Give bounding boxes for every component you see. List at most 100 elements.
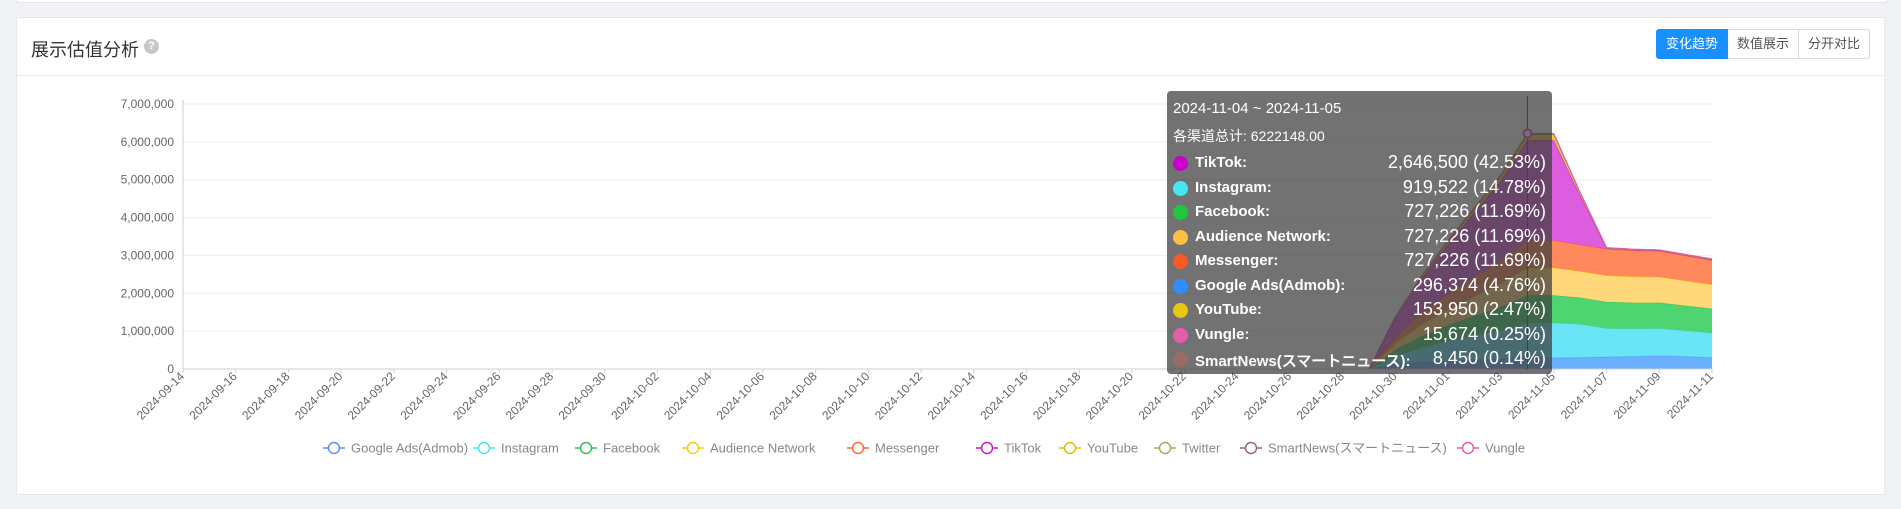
tooltip-row: Messenger: 727,226 (11.69%) bbox=[1173, 249, 1546, 274]
tooltip-row: Audience Network: 727,226 (11.69%) bbox=[1173, 225, 1546, 250]
tooltip-series-dot-icon bbox=[1173, 254, 1188, 269]
split-compare-button[interactable]: 分开对比 bbox=[1797, 29, 1870, 59]
legend-series-marker-icon[interactable] bbox=[579, 441, 593, 455]
legend-item-label[interactable]: Google Ads(Admob) bbox=[351, 441, 468, 456]
x-tick-label: 2024-10-18 bbox=[1030, 369, 1084, 423]
series-area-0 bbox=[183, 355, 1712, 369]
legend-series-marker-icon[interactable] bbox=[851, 441, 865, 455]
tooltip-series-value: 919,522 (14.78%) bbox=[1402, 176, 1546, 197]
tooltip-series-dot-icon bbox=[1173, 352, 1188, 367]
tooltip-series-dot-icon bbox=[1173, 180, 1188, 196]
tooltip-series-name: Google Ads(Admob): bbox=[1195, 276, 1346, 294]
x-tick-label: 2024-09-16 bbox=[187, 369, 241, 423]
tooltip-series-dot-icon bbox=[1173, 229, 1188, 245]
y-tick-label: 2,000,000 bbox=[121, 286, 175, 300]
tooltip-series-name: Instagram: bbox=[1195, 178, 1272, 196]
x-tick-label: 2024-10-30 bbox=[1346, 369, 1400, 423]
series-area-1 bbox=[183, 323, 1712, 369]
x-tick-label: 2024-10-20 bbox=[1083, 369, 1137, 423]
x-tick-label: 2024-10-04 bbox=[661, 369, 715, 423]
tooltip-total: 各渠道总计: 6222148.00 bbox=[1173, 128, 1325, 144]
tooltip-series-dot-icon bbox=[1173, 303, 1188, 318]
tooltip-row: Google Ads(Admob): 296,374 (4.76%) bbox=[1173, 274, 1546, 299]
x-tick-label: 2024-09-24 bbox=[397, 369, 451, 423]
series-area-4 bbox=[183, 240, 1712, 369]
tooltip-series-name: Facebook: bbox=[1195, 203, 1271, 220]
previous-card-edge bbox=[16, 0, 1887, 3]
y-tick-label: 1,000,000 bbox=[121, 324, 175, 338]
view-toggle: 变化趋势 数值展示 分开对比 bbox=[1655, 29, 1870, 59]
x-tick-label: 2024-10-16 bbox=[977, 369, 1031, 423]
x-tick-label: 2024-10-28 bbox=[1294, 369, 1348, 423]
x-tick-label: 2024-10-24 bbox=[1188, 369, 1242, 423]
tooltip-series-dot-icon bbox=[1173, 156, 1188, 171]
tooltip-series-value: 727,226 (11.69%) bbox=[1404, 250, 1546, 270]
value-view-button[interactable]: 数值展示 bbox=[1726, 29, 1799, 59]
y-tick-label: 4,000,000 bbox=[121, 211, 175, 225]
legend-series-marker-icon[interactable] bbox=[1461, 441, 1475, 455]
tooltip-row: TikTok: 2,646,500 (42.53%) bbox=[1173, 151, 1546, 176]
x-tick-label: 2024-10-02 bbox=[608, 369, 662, 423]
legend-series-marker-icon[interactable] bbox=[1158, 441, 1172, 455]
legend-series-marker-icon[interactable] bbox=[1063, 441, 1077, 455]
card-title: 展示估值分析 bbox=[31, 40, 139, 60]
legend-series-marker-icon[interactable] bbox=[477, 441, 491, 455]
x-tick-label: 2024-11-05 bbox=[1505, 369, 1558, 422]
tooltip-series-value: 15,674 (0.25%) bbox=[1422, 323, 1546, 344]
series-area-3 bbox=[183, 267, 1712, 369]
tooltip-row: Facebook: 727,226 (11.69%) bbox=[1173, 200, 1546, 225]
tooltip-series-value: 727,226 (11.69%) bbox=[1404, 201, 1546, 221]
help-icon[interactable]: ? bbox=[144, 39, 159, 54]
x-tick-label: 2024-09-22 bbox=[345, 369, 399, 423]
x-tick-label: 2024-10-10 bbox=[819, 369, 873, 423]
tooltip-series-name: Audience Network: bbox=[1195, 227, 1331, 245]
y-tick-label: 3,000,000 bbox=[121, 248, 175, 262]
x-tick-label: 2024-09-28 bbox=[503, 369, 557, 423]
x-tick-label: 2024-10-08 bbox=[767, 369, 821, 423]
series-area-5 bbox=[183, 140, 1712, 369]
legend-series-marker-icon[interactable] bbox=[327, 441, 341, 455]
legend-series-marker-icon[interactable] bbox=[980, 441, 994, 455]
tooltip-row: Vungle: 15,674 (0.25%) bbox=[1173, 323, 1546, 348]
series-area-2 bbox=[183, 295, 1712, 369]
x-tick-label: 2024-09-14 bbox=[134, 369, 188, 423]
y-tick-label: 5,000,000 bbox=[121, 173, 175, 187]
legend-series-marker-icon[interactable] bbox=[686, 441, 700, 455]
legend-item-label[interactable]: YouTube bbox=[1087, 441, 1138, 456]
x-tick-label: 2024-10-26 bbox=[1241, 369, 1295, 423]
x-tick-label: 2024-11-01 bbox=[1400, 369, 1453, 422]
tooltip-series-dot-icon bbox=[1173, 278, 1188, 294]
chart-tooltip: 2024-11-04 ~ 2024-11-05 各渠道总计: 6222148.0… bbox=[1167, 91, 1552, 374]
tooltip-series-value: 727,226 (11.69%) bbox=[1404, 225, 1546, 246]
tooltip-series-name: SmartNews(スマートニュース): bbox=[1195, 353, 1411, 370]
x-tick-label: 2024-10-06 bbox=[714, 369, 768, 423]
x-tick-label: 2024-10-12 bbox=[872, 369, 926, 423]
legend-item-label[interactable]: TikTok bbox=[1004, 441, 1042, 456]
tooltip-series-name: YouTube: bbox=[1195, 301, 1262, 318]
tooltip-series-value: 153,950 (2.47%) bbox=[1412, 299, 1546, 319]
x-tick-label: 2024-10-22 bbox=[1136, 369, 1190, 423]
legend-item-label[interactable]: Twitter bbox=[1182, 441, 1221, 456]
tooltip-series-name: Vungle: bbox=[1195, 325, 1250, 343]
x-tick-label: 2024-11-11 bbox=[1664, 369, 1716, 421]
legend-item-label[interactable]: Audience Network bbox=[710, 441, 816, 456]
legend-item-label[interactable]: Facebook bbox=[603, 441, 661, 456]
legend-item-label[interactable]: Messenger bbox=[875, 441, 940, 456]
x-tick-label: 2024-11-07 bbox=[1558, 369, 1611, 422]
x-tick-label: 2024-10-14 bbox=[925, 369, 979, 423]
tooltip-series-name: TikTok: bbox=[1195, 154, 1247, 171]
tooltip-rows: TikTok: 2,646,500 (42.53%) Instagram: 919,5… bbox=[1173, 151, 1546, 372]
card-header: 展示估值分析 ? 变化趋势 数值展示 分开对比 bbox=[17, 18, 1884, 76]
x-tick-label: 2024-09-18 bbox=[239, 369, 293, 423]
trend-view-button[interactable]: 变化趋势 bbox=[1655, 29, 1728, 59]
legend-item-label[interactable]: Vungle bbox=[1485, 441, 1525, 456]
tooltip-series-name: Messenger: bbox=[1195, 252, 1279, 269]
legend-item-label[interactable]: Instagram bbox=[501, 441, 559, 456]
legend-series-marker-icon[interactable] bbox=[1244, 441, 1258, 455]
legend-item-label[interactable]: SmartNews(スマートニュース) bbox=[1268, 441, 1447, 456]
y-tick-label: 6,000,000 bbox=[121, 135, 175, 149]
tooltip-series-value: 8,450 (0.14%) bbox=[1432, 348, 1546, 368]
x-tick-label: 2024-09-20 bbox=[292, 369, 346, 423]
tooltip-series-dot-icon bbox=[1173, 327, 1188, 343]
